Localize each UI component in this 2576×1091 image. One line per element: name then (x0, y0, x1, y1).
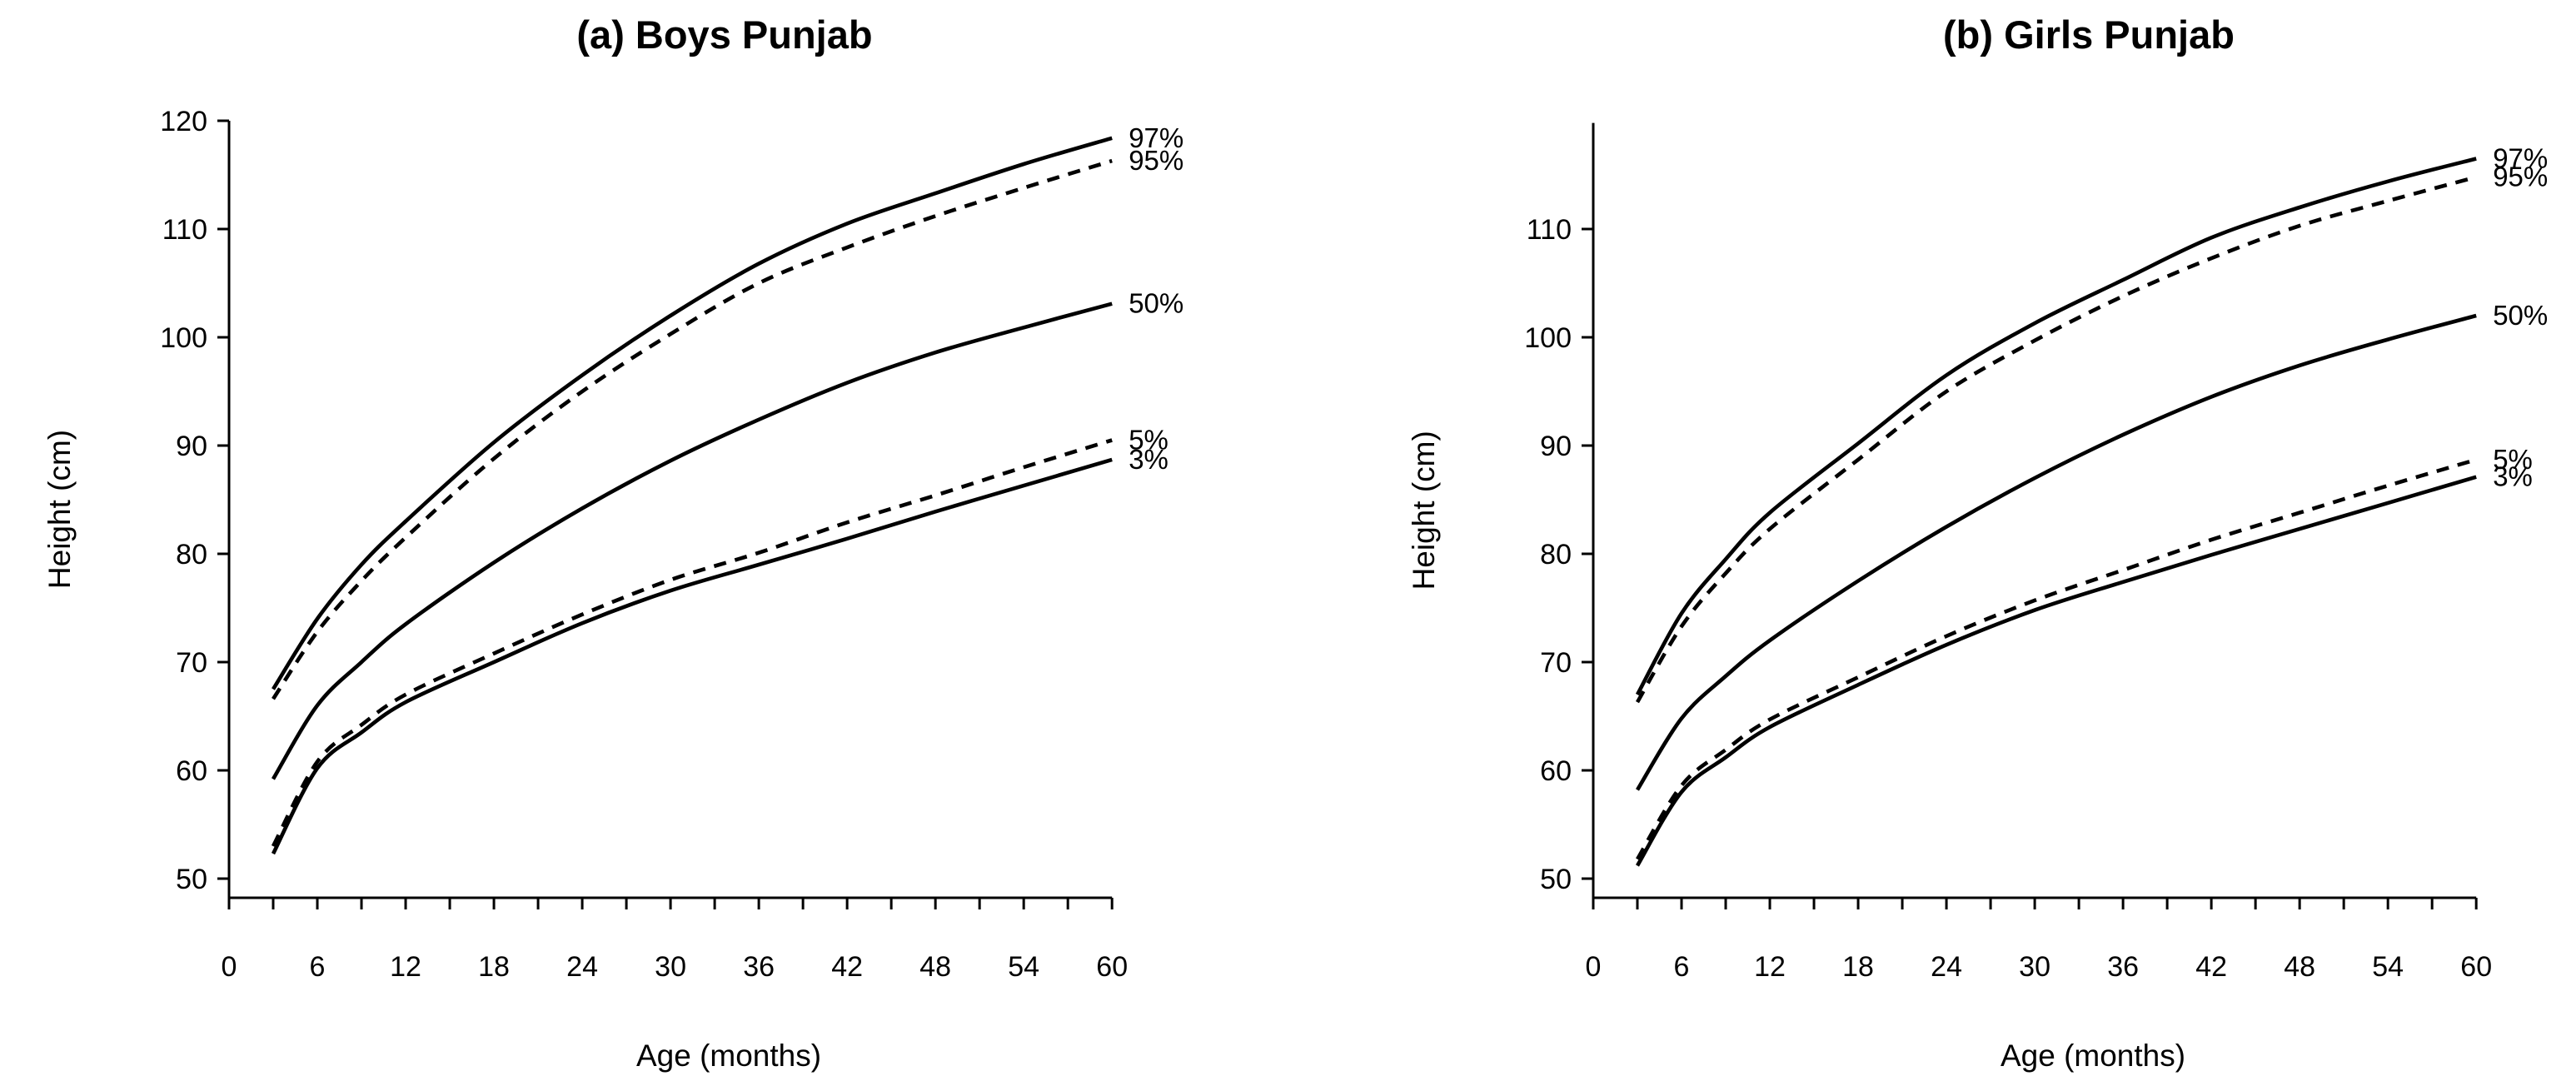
y-tick-label-girls: 80 (1540, 539, 1572, 570)
y-tick-label-boys: 120 (160, 106, 207, 137)
y-tick-label-boys: 60 (176, 755, 207, 787)
y-tick-label-boys: 80 (176, 539, 207, 570)
x-tick-label-girls: 12 (1754, 951, 1786, 983)
curve-5pct-boys (271, 438, 1113, 848)
y-tick-label-boys: 50 (176, 864, 207, 895)
y-tick-label-girls: 110 (1527, 214, 1572, 246)
curve-label-5pct-boys: 5% (1129, 425, 1168, 456)
x-tick-label-boys: 60 (1096, 951, 1128, 983)
curve-95pct-boys (272, 158, 1113, 700)
x-tick-label-girls: 6 (1674, 951, 1690, 983)
curve-label-97pct-girls: 97% (2493, 143, 2548, 174)
x-tick-label-girls: 48 (2284, 951, 2315, 983)
x-tick-label-boys: 6 (310, 951, 326, 983)
curve-label-5pct-girls: 5% (2493, 444, 2533, 475)
curve-label-97pct-boys: 97% (1129, 122, 1183, 153)
curve-95pct-girls (1636, 175, 2477, 704)
x-axis-title-girls: Age (months) (2001, 1039, 2185, 1073)
x-tick-label-girls: 0 (1586, 951, 1602, 983)
curve-label-3pct-girls: 3% (2493, 461, 2533, 492)
curve-label-3pct-boys: 3% (1129, 444, 1168, 475)
y-tick-label-boys: 110 (162, 214, 207, 246)
x-tick-label-girls: 30 (2019, 951, 2050, 983)
x-tick-label-girls: 24 (1931, 951, 1962, 983)
y-tick-label-girls: 70 (1540, 647, 1572, 679)
y-axis-title-girls: Height (cm) (1407, 431, 1441, 590)
x-tick-label-girls: 18 (1842, 951, 1874, 983)
panel-title-girls: (b) Girls Punjab (1943, 12, 2235, 57)
curve-50pct-boys (272, 301, 1113, 780)
x-tick-label-girls: 60 (2460, 951, 2492, 983)
y-tick-label-girls: 100 (1524, 322, 1572, 354)
curve-3pct-girls (1636, 475, 2477, 867)
y-tick-label-girls: 90 (1540, 431, 1572, 462)
x-tick-label-boys: 42 (831, 951, 863, 983)
panel-title-boys: (a) Boys Punjab (576, 12, 872, 57)
x-tick-label-boys: 36 (743, 951, 775, 983)
x-tick-label-boys: 30 (655, 951, 686, 983)
x-tick-label-boys: 0 (222, 951, 237, 983)
x-tick-label-boys: 48 (919, 951, 951, 983)
y-tick-label-girls: 60 (1540, 755, 1572, 787)
x-tick-label-boys: 18 (478, 951, 510, 983)
x-tick-label-girls: 42 (2195, 951, 2227, 983)
x-tick-label-boys: 12 (390, 951, 421, 983)
curve-97pct-girls (1635, 157, 2477, 696)
curve-3pct-boys (271, 457, 1113, 855)
y-tick-label-boys: 100 (160, 322, 207, 354)
curve-label-95pct-boys: 95% (1129, 145, 1183, 176)
curve-97pct-boys (272, 136, 1113, 690)
curve-50pct-girls (1636, 313, 2477, 791)
curve-label-50pct-boys: 50% (1129, 288, 1183, 319)
x-tick-label-girls: 36 (2107, 951, 2139, 983)
y-tick-label-boys: 70 (176, 647, 207, 679)
curve-label-50pct-girls: 50% (2493, 300, 2548, 331)
curve-label-95pct-girls: 95% (2493, 162, 2548, 192)
x-tick-label-girls: 54 (2372, 951, 2404, 983)
y-tick-label-boys: 90 (176, 431, 207, 462)
y-axis-title-boys: Height (cm) (42, 430, 77, 589)
x-tick-label-boys: 24 (566, 951, 598, 983)
y-tick-label-girls: 50 (1540, 864, 1572, 895)
x-tick-label-boys: 54 (1008, 951, 1039, 983)
x-axis-title-boys: Age (months) (636, 1039, 821, 1073)
curve-5pct-girls (1636, 457, 2477, 860)
